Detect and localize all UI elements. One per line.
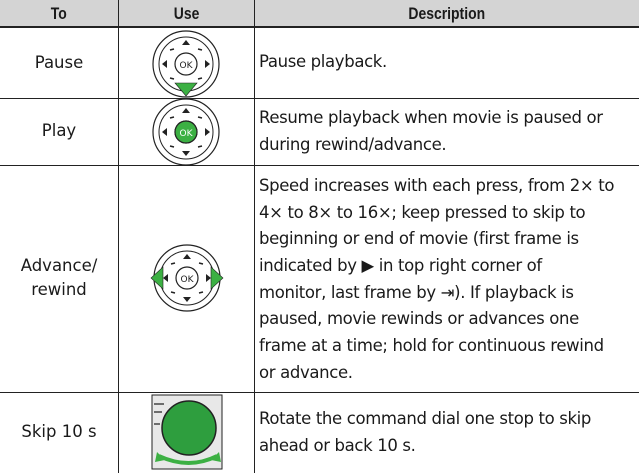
cell-to: Advance/ rewind [0,254,118,302]
cell-description: Resume playback when movie is paused or … [259,105,639,158]
header-description: Description [408,4,486,23]
svg-text:OK: OK [180,129,194,139]
text-line: paused, movie rewinds or advances one [259,309,579,329]
text-line: beginning or end of movie (first frame i… [259,229,579,249]
command-dial-icon [151,394,223,470]
text-line: Rotate the command dial one stop to skip [259,409,592,428]
cell-description: Rotate the command dial one stop to skip… [259,406,639,459]
text-line: indicated by ▶ in top right corner of [259,256,542,276]
text-line: Skip 10 s [21,422,97,441]
cell-to: Skip 10 s [0,420,118,444]
text-line: Play [41,121,77,140]
text-line: rewind [31,280,87,299]
text-line: Pause [34,53,84,72]
svg-text:OK: OK [181,275,195,285]
cell-description: Pause playback. [259,49,639,76]
header-use: Use [173,4,200,23]
text-line: 4× to 8× to 16×; keep pressed to skip to [259,202,586,222]
cell-description: Speed increases with each press, from 2×… [259,173,639,387]
header-cell: To [0,0,118,27]
text-line: during rewind/advance. [259,134,447,154]
column-rule [118,0,119,473]
cell-to: Pause [0,51,118,75]
text-line: monitor, last frame by ⇥). If playback i… [259,282,574,302]
row-rule [0,26,639,28]
text-line: frame at a time; hold for continuous rew… [259,336,604,356]
text-line: Resume playback when movie is paused or [259,108,603,127]
header-cell: Use [119,0,254,27]
row-rule [0,392,639,393]
header-to: To [50,4,67,23]
row-rule [0,165,639,166]
multi-selector-icon: OK [152,98,220,166]
row-rule [0,98,639,99]
text-line: ahead or back 10 s. [259,435,416,455]
text-line: Advance/ [20,256,98,275]
svg-text:OK: OK [180,61,194,71]
column-rule [254,0,255,473]
text-line: or advance. [259,362,353,382]
cell-to: Play [0,119,118,143]
header-cell: Description [255,0,639,27]
multi-selector-icon: OK [150,244,224,312]
text-line: Pause playback. [259,52,387,71]
multi-selector-icon: OK [152,30,220,98]
text-line: Speed increases with each press, from 2×… [259,176,615,195]
